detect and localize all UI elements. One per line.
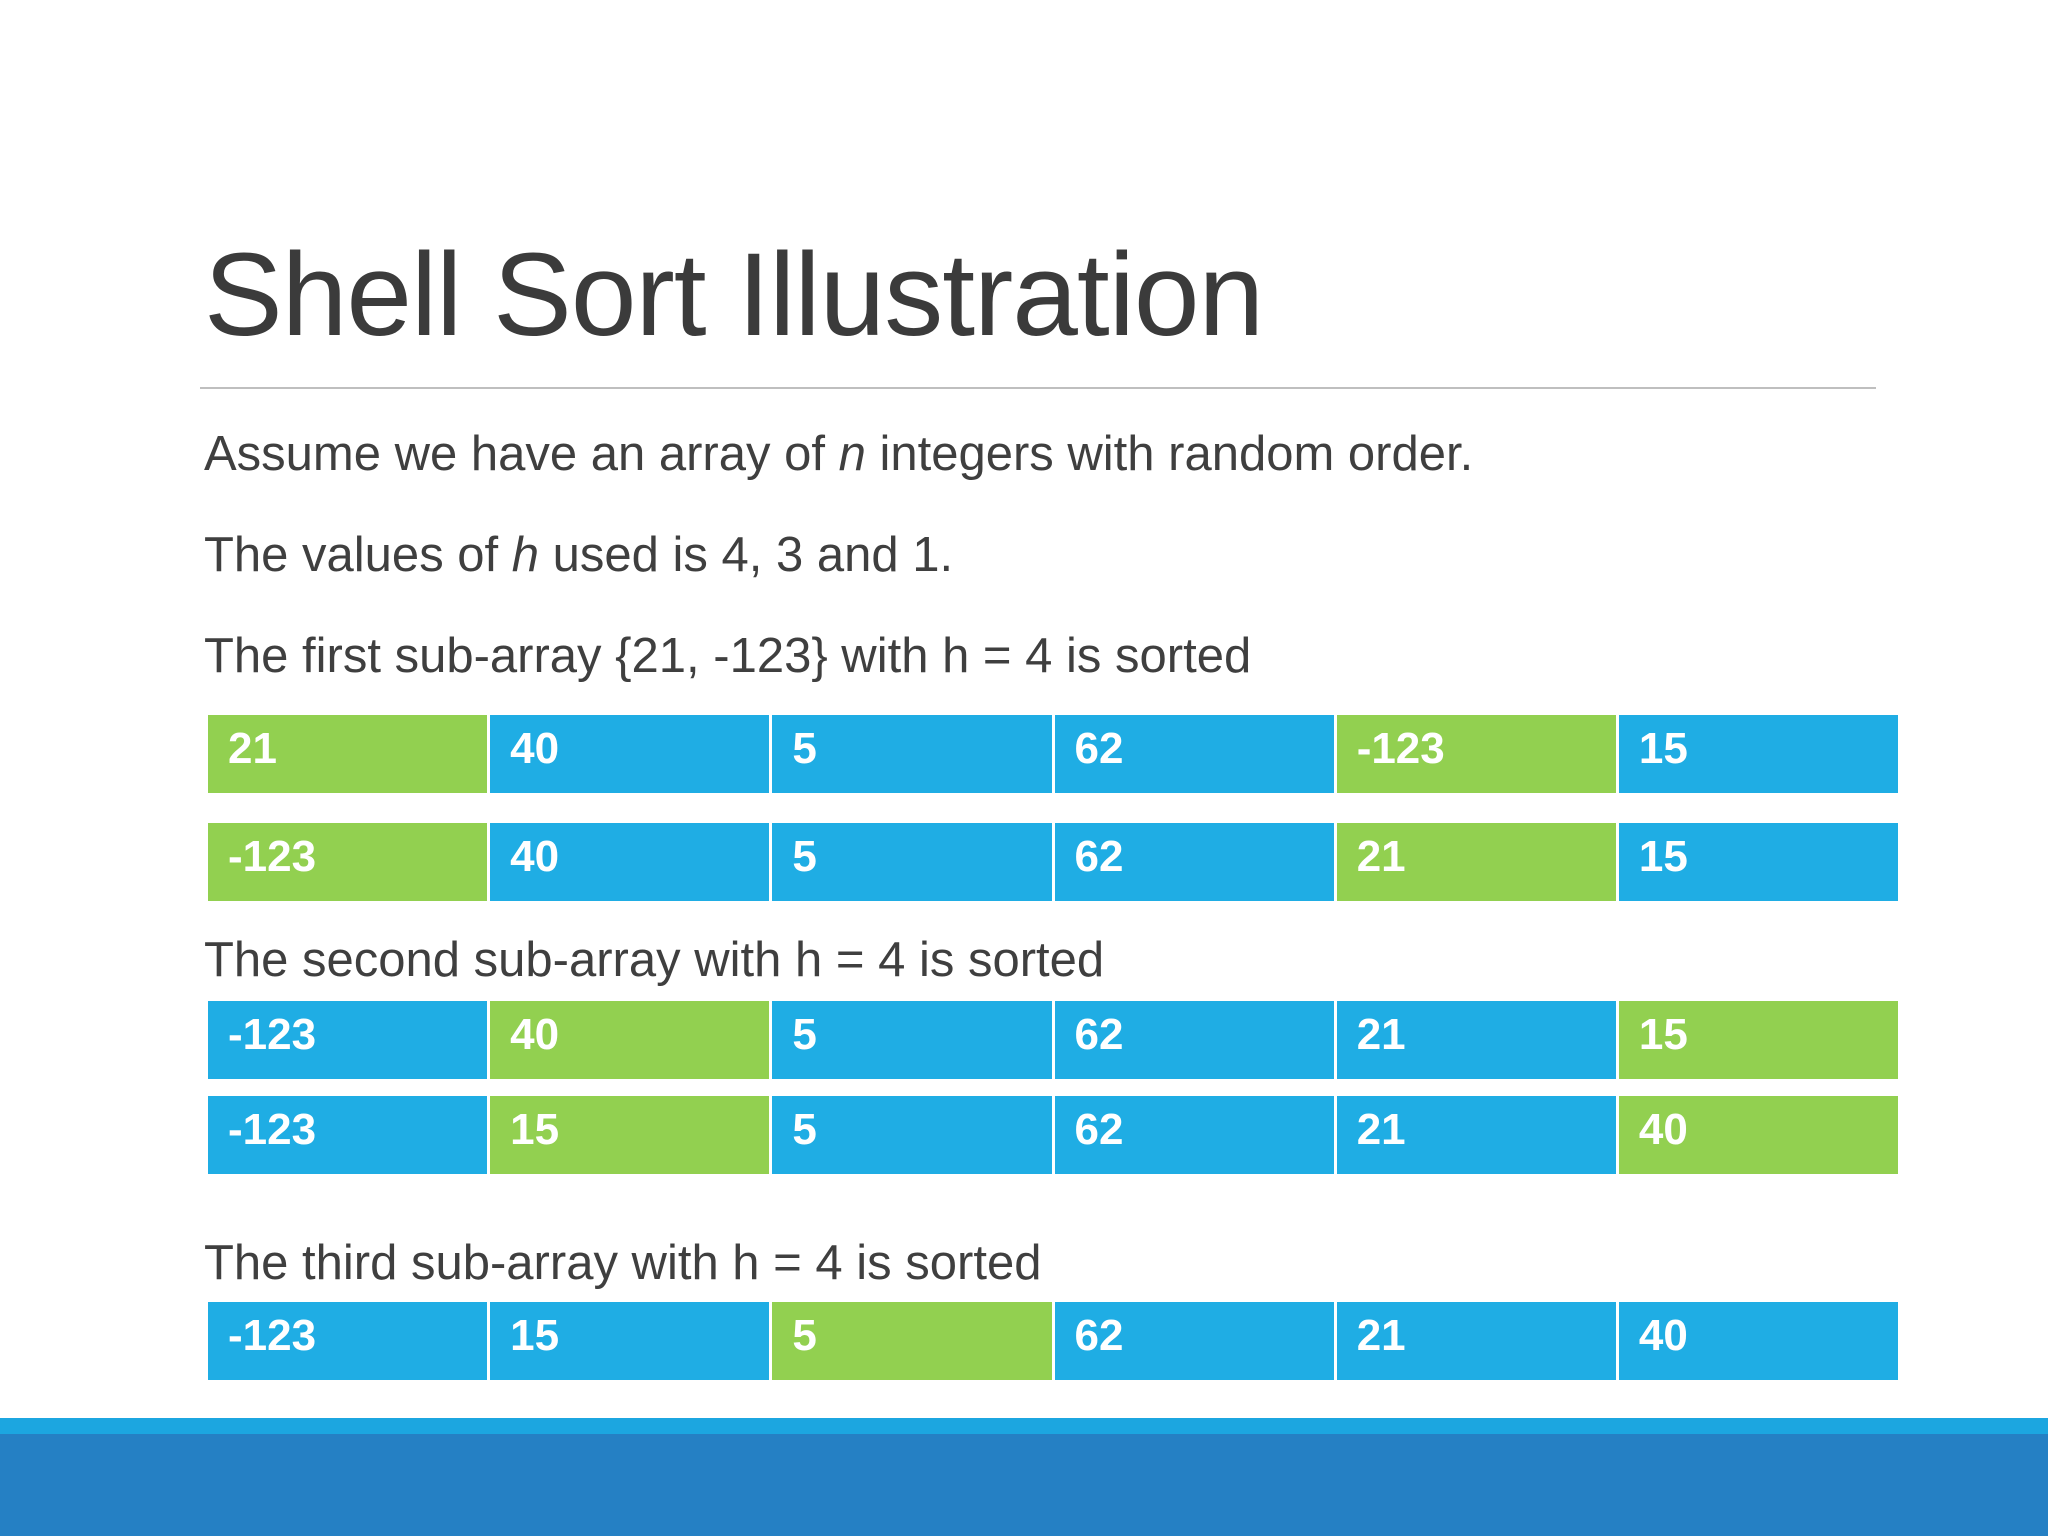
footer-band — [0, 1434, 2048, 1536]
array-cell: 5 — [772, 1302, 1055, 1380]
array-row-5: -123 15 5 62 21 40 — [208, 1302, 1899, 1380]
third-subarray-caption: The third sub-array with h = 4 is sorted — [204, 1236, 1042, 1290]
array-cell: 21 — [1336, 1096, 1619, 1174]
array-cell: 40 — [490, 715, 773, 793]
array-cell: 40 — [490, 1001, 773, 1079]
intro-line-h-pre: The values of — [204, 528, 512, 582]
array-cell: 21 — [1336, 823, 1619, 901]
array-cell: 21 — [1336, 1001, 1619, 1079]
array-cell: 62 — [1054, 823, 1337, 901]
array-cell: 62 — [1054, 1096, 1337, 1174]
array-cell: 5 — [772, 1096, 1055, 1174]
array-cell: 15 — [490, 1302, 773, 1380]
array-cell: 15 — [1618, 715, 1899, 793]
array-cell: 62 — [1054, 715, 1337, 793]
footer-accent-bar — [0, 1418, 2048, 1434]
array-cell: 5 — [772, 1001, 1055, 1079]
array-cell: 21 — [208, 715, 491, 793]
variable-h: h — [511, 528, 540, 582]
slide-title: Shell Sort Illustration — [204, 229, 1264, 361]
intro-line-h-post: used is 4, 3 and 1. — [539, 528, 954, 582]
title-divider — [200, 387, 1876, 389]
array-cell: -123 — [1336, 715, 1619, 793]
variable-n: n — [838, 427, 866, 481]
second-subarray-caption: The second sub-array with h = 4 is sorte… — [204, 933, 1105, 987]
array-cell: 15 — [490, 1096, 773, 1174]
array-cell: -123 — [208, 823, 491, 901]
array-cell: 15 — [1618, 1001, 1899, 1079]
array-cell: 21 — [1336, 1302, 1619, 1380]
array-cell: 62 — [1054, 1302, 1337, 1380]
array-cell: 62 — [1054, 1001, 1337, 1079]
array-row-2: -123 40 5 62 21 15 — [208, 823, 1899, 901]
array-cell: 40 — [1618, 1302, 1899, 1380]
intro-line-array: Assume we have an array of n integers wi… — [204, 430, 1473, 479]
intro-line-array-post: integers with random order. — [865, 427, 1474, 481]
array-row-1: 21 40 5 62 -123 15 — [208, 715, 1899, 793]
array-cell: 40 — [490, 823, 773, 901]
array-cell: -123 — [208, 1096, 491, 1174]
intro-line-array-pre: Assume we have an array of — [204, 427, 839, 481]
array-cell: -123 — [208, 1001, 491, 1079]
array-cell: 40 — [1618, 1096, 1899, 1174]
array-row-3: -123 40 5 62 21 15 — [208, 1001, 1899, 1079]
array-cell: -123 — [208, 1302, 491, 1380]
array-row-4: -123 15 5 62 21 40 — [208, 1096, 1899, 1174]
array-cell: 5 — [772, 823, 1055, 901]
first-subarray-caption: The first sub-array {21, -123} with h = … — [204, 629, 1252, 683]
intro-line-h-values: The values of h used is 4, 3 and 1. — [204, 531, 953, 580]
array-cell: 15 — [1618, 823, 1899, 901]
array-cell: 5 — [772, 715, 1055, 793]
